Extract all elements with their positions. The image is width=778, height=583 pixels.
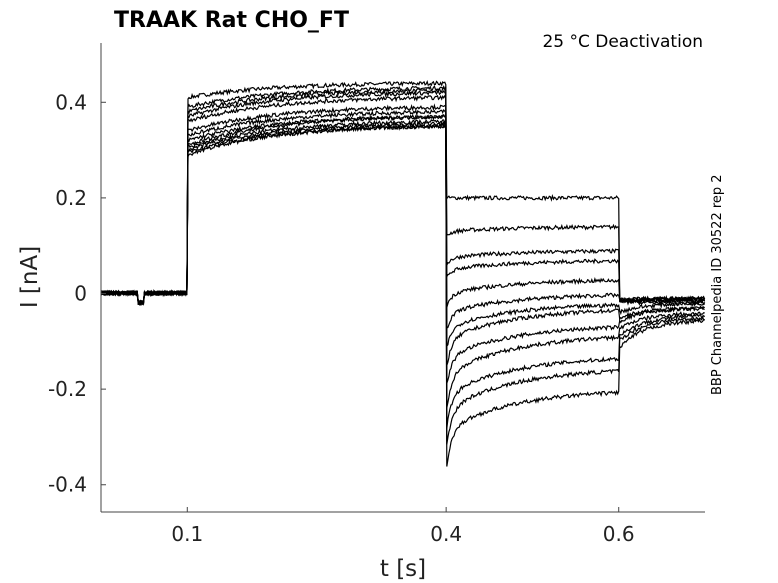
x-axis-label: t [s]: [380, 556, 426, 582]
traces: [100, 79, 706, 467]
condition-annotation: 25 °C Deactivation: [542, 32, 703, 52]
trace-11: [100, 120, 706, 429]
trace-12: [100, 123, 706, 445]
trace-10: [100, 118, 705, 408]
x-tick-label: 0.6: [603, 522, 635, 546]
trace-1: [100, 79, 706, 305]
y-tick-label: 0.4: [55, 90, 87, 114]
trace-9: [100, 114, 705, 384]
y-tick-label: -0.4: [48, 473, 87, 497]
trace-6: [100, 103, 706, 330]
y-tick-label: 0: [74, 282, 87, 306]
chart-title: TRAAK Rat CHO_FT: [114, 8, 349, 33]
side-label: BBP Channelpedia ID 30522 rep 2: [710, 174, 725, 395]
trace-13: [100, 123, 706, 467]
y-tick-label: -0.2: [48, 377, 87, 401]
trace-7: [100, 108, 706, 348]
trace-2: [100, 84, 705, 306]
y-tick-label: 0.2: [55, 186, 87, 210]
trace-5: [100, 94, 706, 308]
y-axis-label: I [nA]: [17, 246, 43, 308]
trace-4: [100, 89, 706, 306]
trace-3: [100, 87, 706, 306]
x-tick-label: 0.1: [171, 522, 203, 546]
x-tick-label: 0.4: [430, 522, 462, 546]
